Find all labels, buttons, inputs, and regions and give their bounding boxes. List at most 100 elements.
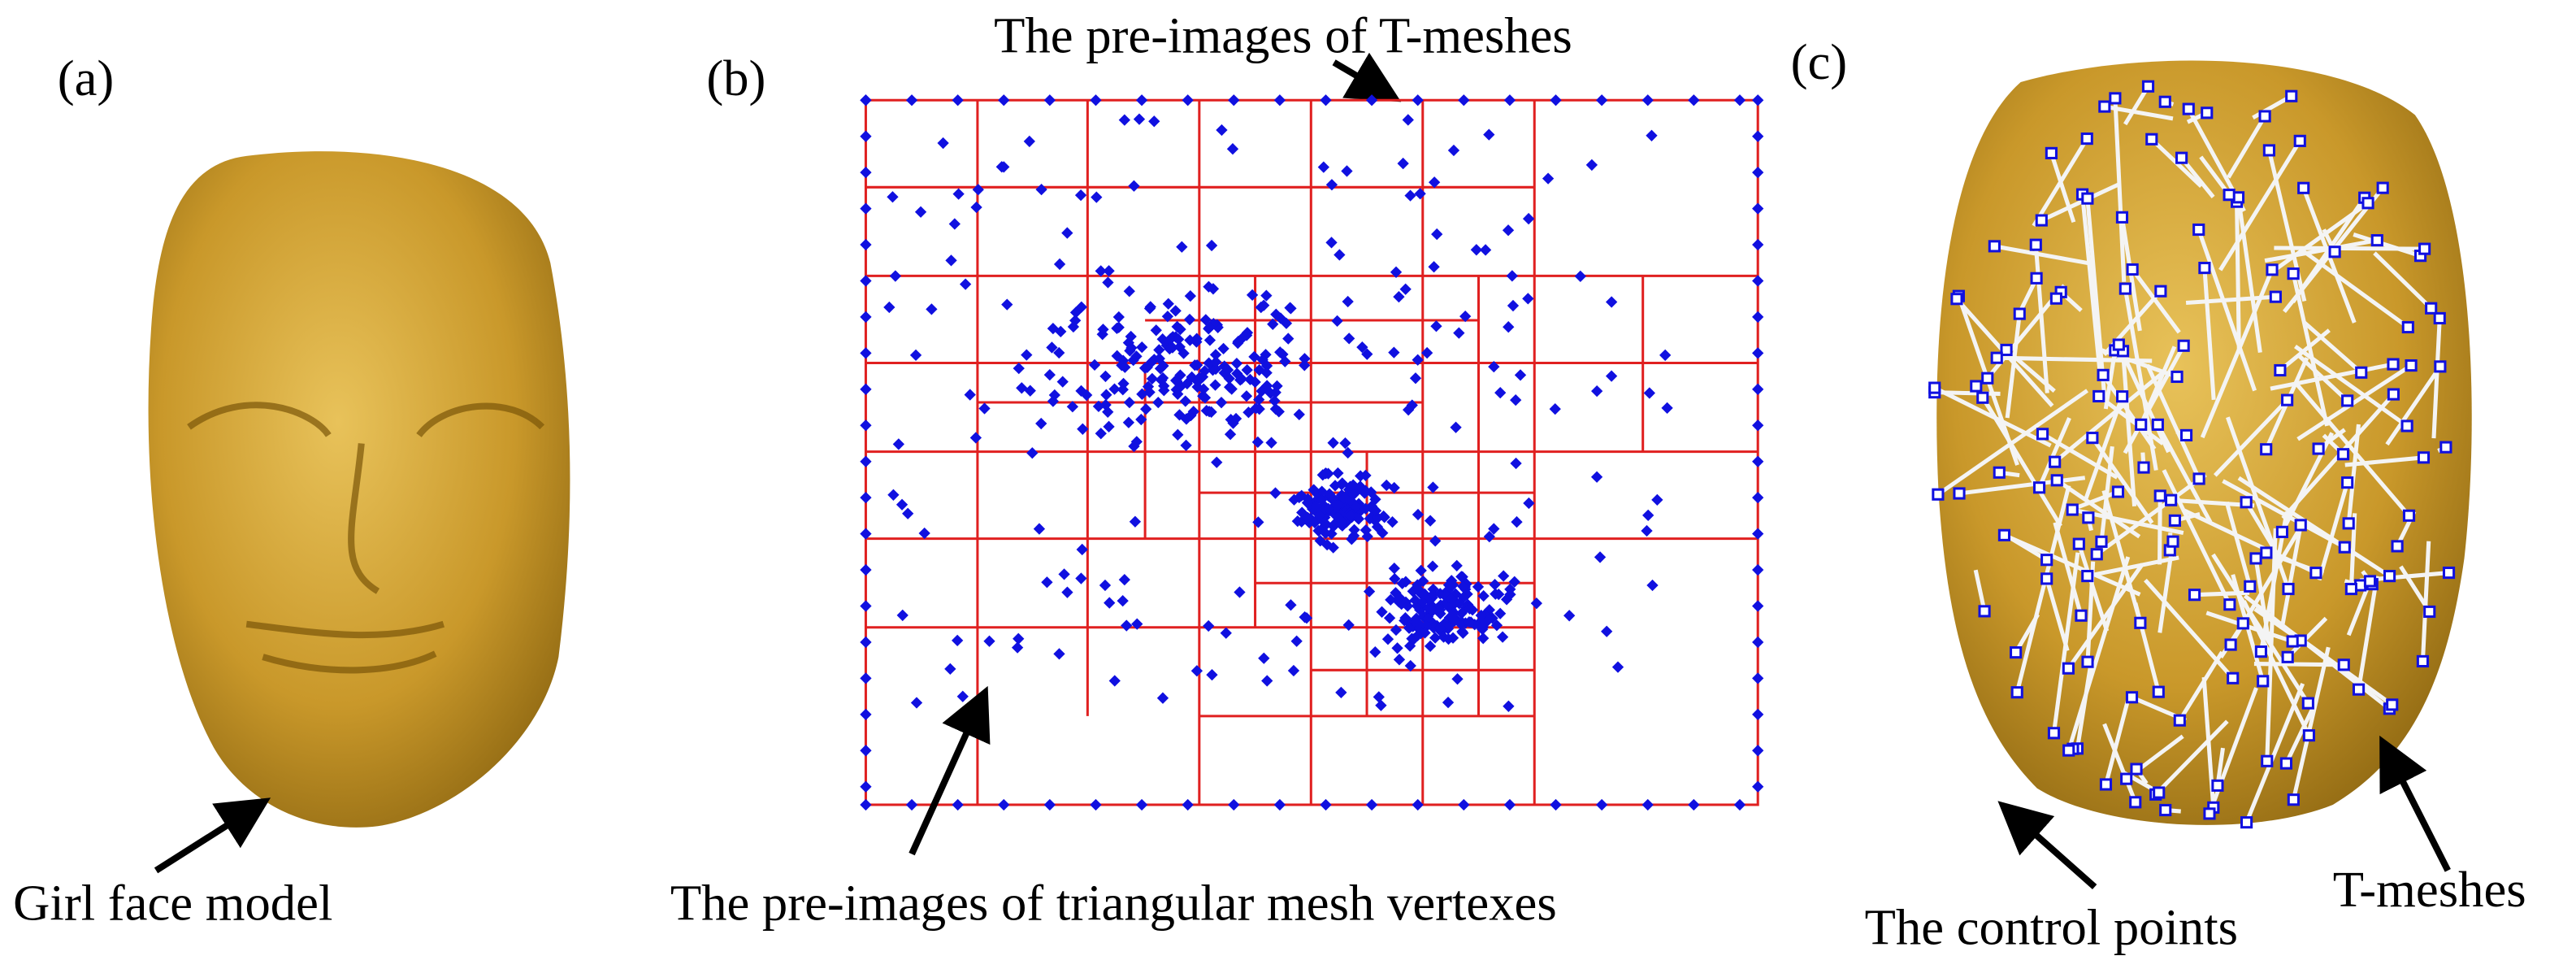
vertex-point xyxy=(1483,128,1495,141)
mesh-line xyxy=(2076,543,2110,632)
control-point xyxy=(2262,144,2275,157)
vertex-point xyxy=(1643,387,1655,399)
vertex-point xyxy=(1047,322,1060,335)
control-point xyxy=(2062,662,2075,675)
mesh-line xyxy=(2344,455,2424,467)
vertex-point xyxy=(1265,437,1277,449)
vertex-point xyxy=(1365,798,1378,811)
mesh-line xyxy=(2113,98,2127,282)
control-point xyxy=(2433,311,2446,325)
mesh-line xyxy=(2226,416,2291,590)
control-point xyxy=(1990,351,2003,364)
vertex-point xyxy=(1316,493,1328,506)
control-point xyxy=(2188,589,2201,602)
vertex-point xyxy=(1412,629,1424,641)
vertex-point xyxy=(1523,497,1535,510)
panel-label: (a) xyxy=(58,50,115,106)
vertex-point xyxy=(1530,597,1542,610)
mesh-line xyxy=(2197,228,2257,392)
vertex-point xyxy=(1332,467,1344,480)
control-point xyxy=(2439,441,2452,454)
vertex-point xyxy=(1226,143,1239,155)
vertex-point xyxy=(1203,334,1216,346)
vertex-point xyxy=(1563,610,1576,622)
vertex-point xyxy=(1118,114,1130,126)
vertex-point xyxy=(1108,383,1121,395)
mesh-line xyxy=(1936,389,2089,497)
control-point xyxy=(2361,197,2374,210)
mesh-line xyxy=(2222,479,2346,550)
mesh-line xyxy=(2207,687,2258,815)
vertex-point xyxy=(1403,622,1416,634)
mesh-line xyxy=(1993,244,2093,267)
vertex-point xyxy=(1220,627,1232,639)
vertex-point xyxy=(1131,618,1143,630)
vertex-point xyxy=(1458,798,1470,811)
vertex-point xyxy=(1119,361,1131,373)
mesh-line xyxy=(2102,723,2138,803)
vertex-point xyxy=(1021,349,1033,361)
control-point xyxy=(2279,757,2293,770)
mesh-line xyxy=(2272,618,2394,706)
mesh-line xyxy=(2055,478,2141,539)
vertex-point xyxy=(1396,577,1408,589)
vertex-point xyxy=(926,303,938,315)
mesh-line xyxy=(1973,569,1987,612)
mesh-line xyxy=(2215,747,2226,786)
vertex-point xyxy=(1601,625,1613,637)
vertex-point xyxy=(1375,699,1387,711)
vertex-point xyxy=(1135,94,1148,106)
vertex-point xyxy=(1053,648,1065,660)
vertex-point xyxy=(1752,600,1764,612)
control-point xyxy=(1928,381,1941,394)
vertex-point xyxy=(1752,202,1764,215)
vertex-point xyxy=(1148,115,1160,128)
vertex-point xyxy=(1088,358,1101,372)
vertex-point xyxy=(1331,499,1344,511)
mesh-line xyxy=(2194,590,2250,597)
vertex-point xyxy=(1216,124,1228,137)
vertex-point xyxy=(1244,373,1256,386)
control-point xyxy=(2309,567,2322,580)
vertex-point xyxy=(860,202,872,215)
mesh-line xyxy=(2145,363,2201,480)
vertex-point xyxy=(1308,516,1321,529)
vertex-point xyxy=(1230,358,1243,370)
control-point xyxy=(2171,370,2184,384)
vertex-point xyxy=(1191,376,1204,388)
control-point xyxy=(2266,263,2279,276)
vertex-point xyxy=(952,798,964,811)
vertex-point xyxy=(1752,780,1764,793)
vertex-point xyxy=(1190,665,1203,677)
vertex-point xyxy=(1502,224,1515,237)
control-point xyxy=(2062,744,2075,757)
vertex-point xyxy=(1752,130,1764,142)
vertex-point xyxy=(1081,389,1093,402)
vertex-point xyxy=(1252,516,1264,528)
mesh-line xyxy=(1933,385,2052,448)
vertex-point xyxy=(1099,579,1112,592)
vertex-point xyxy=(1325,179,1338,191)
mesh-line xyxy=(2264,238,2378,263)
note: The pre-images of T-meshes xyxy=(994,7,1572,64)
vertex-point xyxy=(1264,387,1277,399)
control-point xyxy=(2010,645,2023,659)
vertex-point xyxy=(1299,353,1311,365)
vertex-point xyxy=(1046,341,1058,354)
control-point xyxy=(2269,290,2282,303)
vertex-point xyxy=(1651,493,1663,506)
vertex-point xyxy=(1066,401,1079,413)
vertex-point xyxy=(1506,270,1518,282)
vertex-point xyxy=(1314,535,1326,547)
mesh-line xyxy=(2218,140,2302,272)
vertex-point xyxy=(1404,189,1416,202)
vertex-point xyxy=(1522,212,1535,225)
vertex-point xyxy=(1183,313,1196,326)
mesh-line xyxy=(2346,424,2361,524)
vertex-point xyxy=(1412,354,1424,366)
vertex-point xyxy=(1047,395,1060,407)
control-point xyxy=(2258,110,2271,123)
vertex-point xyxy=(1121,619,1133,632)
vertex-point xyxy=(1302,511,1314,524)
control-point xyxy=(2236,617,2249,630)
